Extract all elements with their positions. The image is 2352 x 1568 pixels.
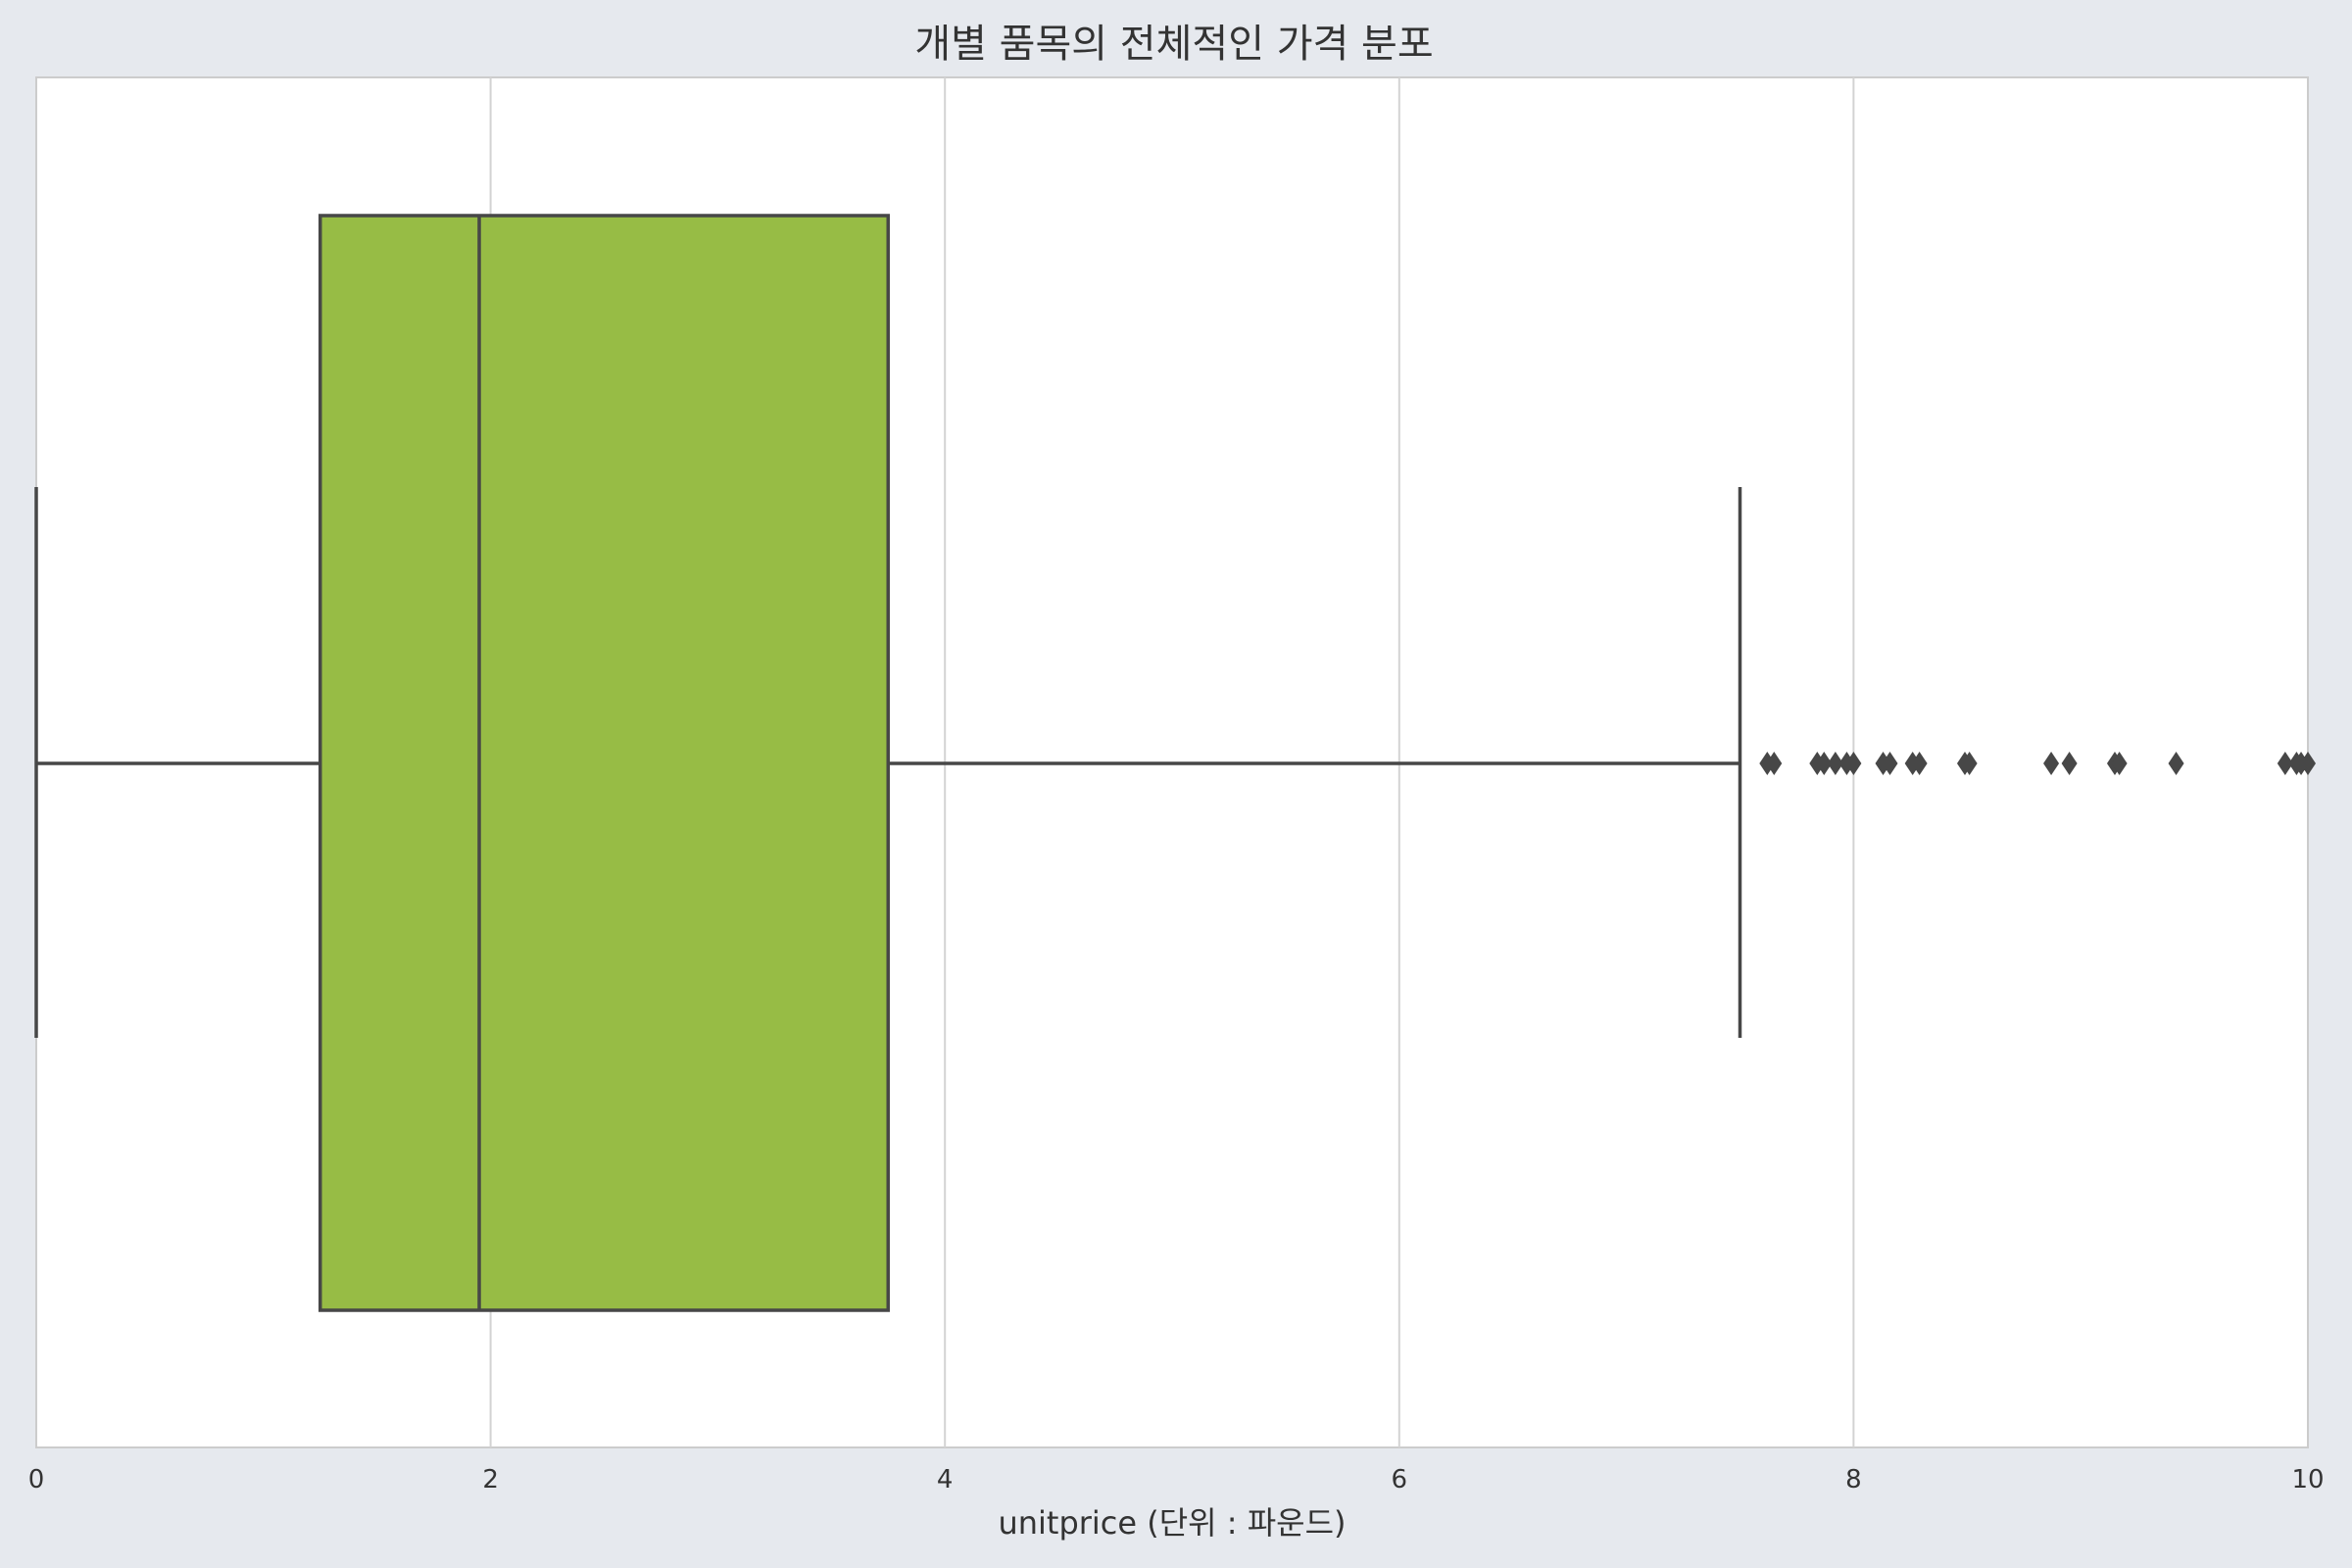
iqr-box <box>318 214 890 1312</box>
boxplot-series <box>34 214 1742 1312</box>
x-tick-label-0: 0 <box>28 1465 45 1494</box>
outlier-points <box>1759 752 2316 775</box>
x-axis-ticks: 0 2 4 6 8 10 <box>28 1465 2325 1494</box>
x-tick-label-10: 10 <box>2291 1465 2324 1494</box>
outlier-point-12 <box>1961 752 1978 775</box>
outlier-point-1 <box>1766 752 1783 775</box>
outlier-point-4 <box>1827 752 1843 775</box>
x-tick-label-4: 4 <box>937 1465 954 1494</box>
outlier-point-6 <box>1845 752 1862 775</box>
outlier-point-17 <box>2168 752 2184 775</box>
x-axis-label: unitprice (단위 : 파운드) <box>998 1504 1346 1542</box>
outlier-point-13 <box>2043 752 2060 775</box>
x-tick-label-2: 2 <box>482 1465 499 1494</box>
outlier-point-16 <box>2111 752 2128 775</box>
x-tick-label-6: 6 <box>1392 1465 1408 1494</box>
chart-title: 개별 품목의 전체적인 가격 분포 <box>914 22 1433 67</box>
outlier-point-8 <box>1882 752 1898 775</box>
x-tick-label-8: 8 <box>1845 1465 1862 1494</box>
outlier-point-14 <box>2061 752 2078 775</box>
outlier-point-18 <box>2277 752 2293 775</box>
outlier-point-21 <box>2300 752 2316 775</box>
outlier-point-10 <box>1911 752 1928 775</box>
outlier-point-3 <box>1816 752 1833 775</box>
